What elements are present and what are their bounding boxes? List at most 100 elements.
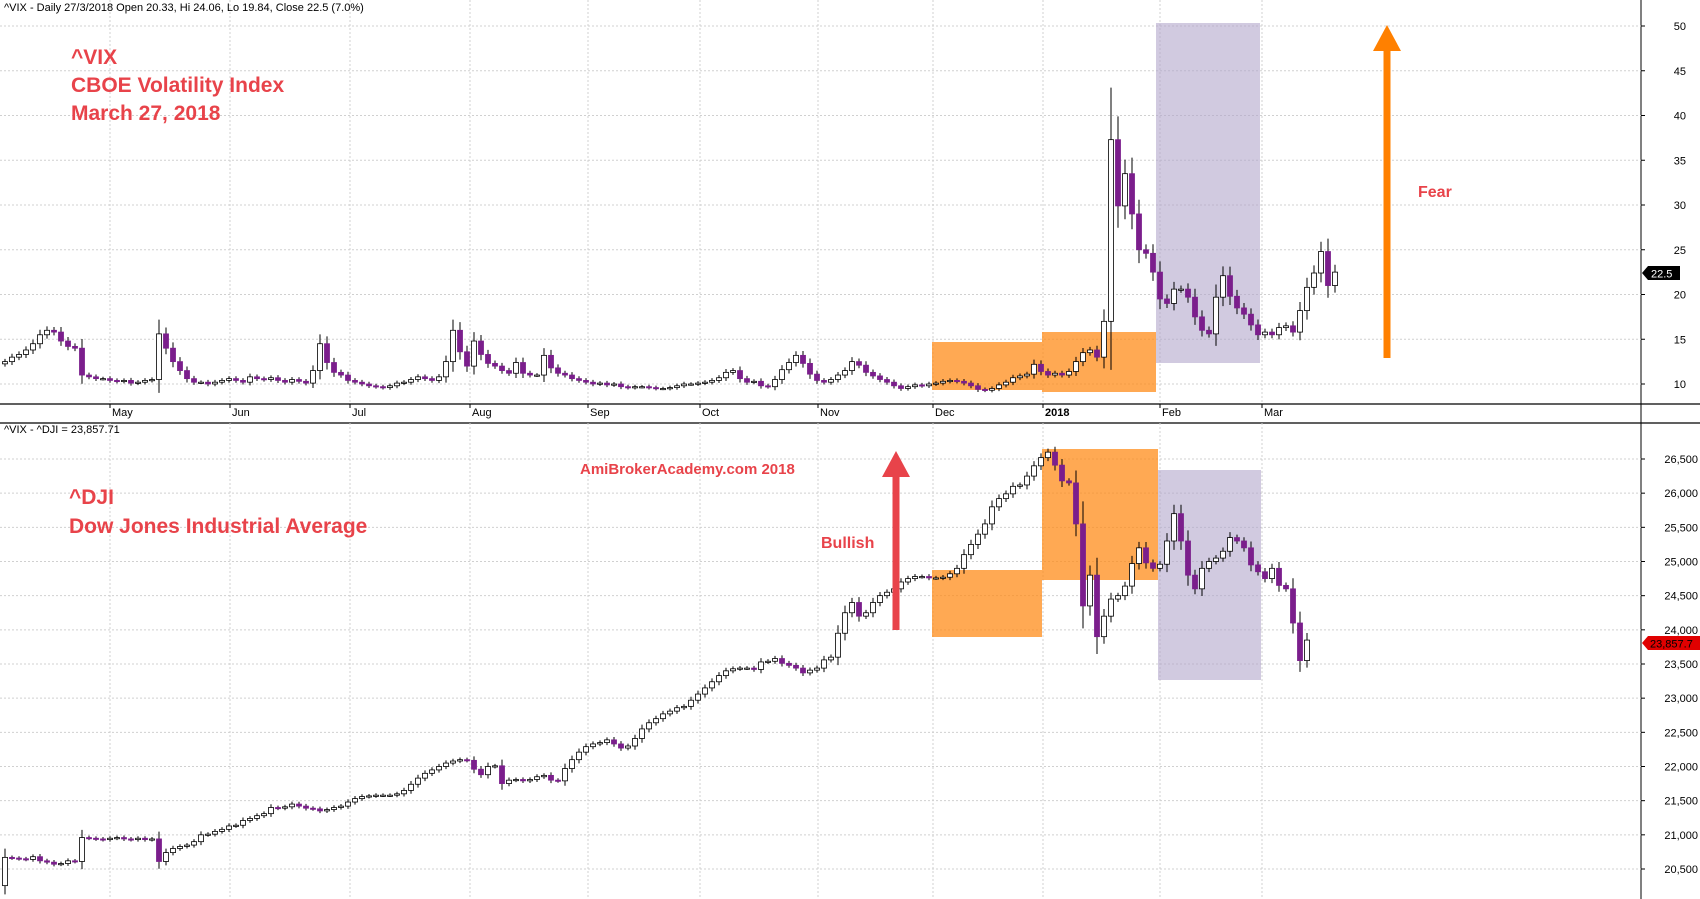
dji-candle-body xyxy=(163,852,169,862)
vix-candle-body xyxy=(282,380,288,383)
dji-candle-body xyxy=(79,837,85,862)
vix-candle-body xyxy=(1332,271,1338,286)
dji-candle-body xyxy=(1185,540,1191,576)
dji-candle-body xyxy=(30,856,36,860)
dji-candle-body xyxy=(86,837,92,840)
dji-candle-body xyxy=(1094,574,1100,638)
vix-candle-body xyxy=(933,382,939,385)
dji-candle-body xyxy=(373,794,379,797)
dji-candle-body xyxy=(1108,598,1114,617)
dji-candle-body xyxy=(646,722,652,730)
vix-last-price: 22.5 xyxy=(1651,269,1672,281)
vix-candle-body xyxy=(660,388,666,391)
dji-candle-body xyxy=(877,595,883,603)
dji-candle-body xyxy=(1031,465,1037,477)
dji-candle-body xyxy=(1066,480,1072,484)
month-label: Oct xyxy=(702,407,719,419)
vix-candle-body xyxy=(457,329,463,353)
dji-candle-body xyxy=(576,751,582,761)
dji-candle-body xyxy=(352,798,358,803)
dji-y-tick-label: 24,500 xyxy=(1664,591,1698,603)
month-label: Jun xyxy=(232,407,250,419)
dji-candle-body xyxy=(660,713,666,720)
vix-candle-body xyxy=(464,351,470,367)
vix-candle-body xyxy=(1276,327,1282,336)
vix-candle-body xyxy=(828,379,834,383)
dji-candle-body xyxy=(730,668,736,672)
vix-info-line: ^VIX - Daily 27/3/2018 Open 20.33, Hi 24… xyxy=(4,2,364,14)
vix-candle-body xyxy=(170,347,176,363)
vix-candle-body xyxy=(401,381,407,384)
vix-candle-body xyxy=(1213,296,1219,335)
vix-candle-body xyxy=(968,382,974,387)
vix-candle-body xyxy=(534,374,540,377)
dji-candle-body xyxy=(541,774,547,778)
vix-candle-body xyxy=(205,381,211,385)
vix-candle-body xyxy=(359,381,365,385)
vix-y-tick-label: 10 xyxy=(1674,379,1686,391)
dji-candle-body xyxy=(247,818,253,821)
vix-candle-body xyxy=(93,376,99,380)
vix-candle-body xyxy=(1094,349,1100,358)
vix-candle-body xyxy=(1115,139,1121,207)
vix-candle-body xyxy=(240,380,246,383)
month-label: May xyxy=(112,407,133,419)
dji-candle-body xyxy=(1178,513,1184,542)
vix-candle-body xyxy=(345,374,351,381)
vix-candle-body xyxy=(212,381,218,385)
dji-candle-body xyxy=(128,838,134,841)
dji-candle-body xyxy=(219,828,225,832)
dji-candle-body xyxy=(1171,513,1177,542)
vix-candle-body xyxy=(569,374,575,380)
dji-candle-body xyxy=(1304,639,1310,661)
dji-y-tick-label: 25,000 xyxy=(1664,557,1698,569)
vix-candle-body xyxy=(114,380,120,383)
vix-candle-body xyxy=(1003,381,1009,386)
vix-candle-body xyxy=(604,382,610,386)
vix-candle-body xyxy=(975,385,981,390)
vix-candle-body xyxy=(1206,329,1212,335)
dji-candle-body xyxy=(1038,457,1044,467)
dji-candle-body xyxy=(1003,493,1009,500)
dji-candle-body xyxy=(1262,571,1268,579)
vix-candle-body xyxy=(219,380,225,383)
dji-y-tick-label: 25,500 xyxy=(1664,522,1698,534)
vix-candle-body xyxy=(1024,373,1030,377)
vix-candle-body xyxy=(954,380,960,383)
dji-candle-body xyxy=(240,820,246,826)
vix-y-tick-label: 45 xyxy=(1674,66,1686,78)
vix-candle-body xyxy=(758,380,764,387)
vix-candle-body xyxy=(1073,361,1079,372)
vix-candle-body xyxy=(1038,363,1044,372)
vix-candle-body xyxy=(702,381,708,384)
dji-candle-body xyxy=(800,667,806,674)
vix-y-tick-label: 20 xyxy=(1674,290,1686,302)
dji-candle-body xyxy=(1150,562,1156,569)
dji-candle-body xyxy=(506,779,512,784)
vix-candle-body xyxy=(1248,313,1254,326)
dji-candle-body xyxy=(583,746,589,753)
dji-candle-body xyxy=(709,681,715,689)
dji-candle-body xyxy=(520,779,526,782)
dji-candle-body xyxy=(275,807,281,810)
dji-last-price: 23,857.7 xyxy=(1650,639,1693,651)
dji-candle-body xyxy=(989,506,995,525)
vix-title-line-2: CBOE Volatility Index xyxy=(71,74,284,97)
month-label: Feb xyxy=(1162,407,1181,419)
dji-candle-body xyxy=(72,860,78,863)
vix-candle-body xyxy=(72,346,78,349)
vix-candle-body xyxy=(688,383,694,386)
vix-candle-body xyxy=(681,383,687,387)
dji-candle-body xyxy=(667,710,673,715)
dji-candle-body xyxy=(450,760,456,764)
dji-candle-body xyxy=(555,779,561,782)
vix-candle-body xyxy=(919,384,925,387)
dji-candle-body xyxy=(457,759,463,762)
dji-candle-body xyxy=(331,807,337,810)
dji-candle-body xyxy=(639,728,645,739)
vix-feb-fear-box xyxy=(1156,23,1260,363)
vix-candle-body xyxy=(1220,275,1226,298)
dji-candle-body xyxy=(310,807,316,810)
dji-candle-body xyxy=(1024,475,1030,486)
dji-candle-body xyxy=(996,498,1002,508)
